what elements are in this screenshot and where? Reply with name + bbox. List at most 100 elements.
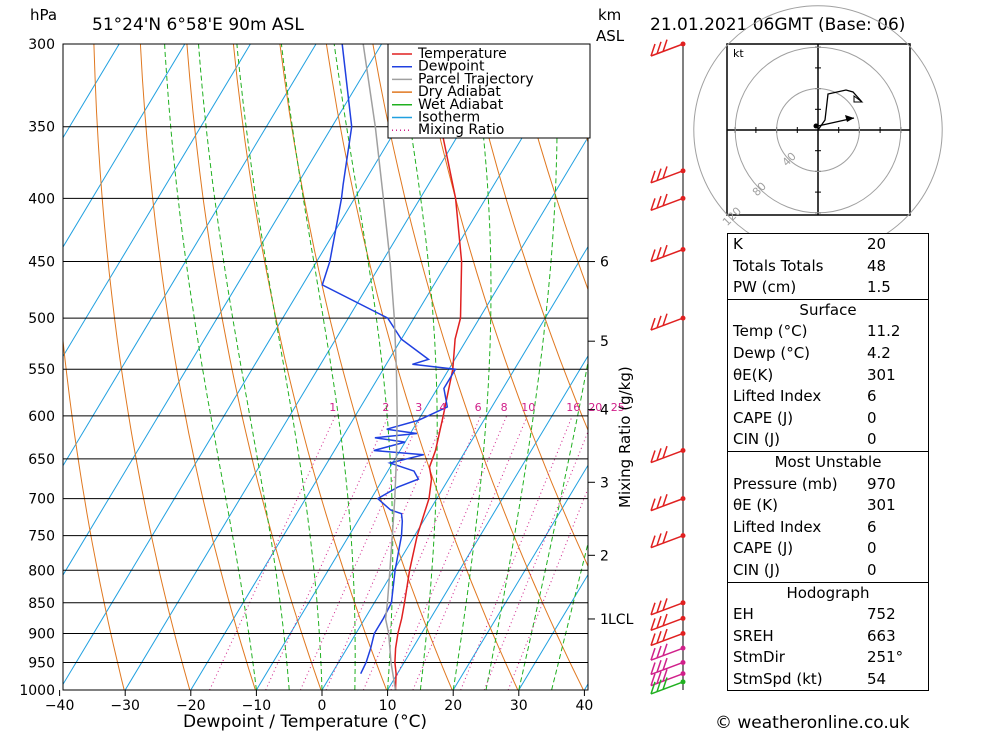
hodograph-end-marker [853, 95, 864, 103]
temperature-tick-label: 20 [444, 698, 462, 714]
index-label: CIN (J) [733, 430, 781, 449]
dewpoint-line [321, 44, 457, 675]
index-value: 6 [867, 387, 877, 406]
isotherm-line [190, 44, 579, 690]
index-value: 0 [867, 430, 877, 449]
wind-barb [650, 445, 684, 464]
pressure-tick-label: 1000 [19, 683, 55, 699]
temperature-tick-label: 10 [379, 698, 397, 714]
mixing-ratio-lines [209, 415, 588, 690]
mixing-ratio-label: 4 [439, 401, 446, 414]
pressure-tick-label: 900 [28, 626, 55, 642]
isotherm-line [63, 44, 186, 248]
index-row: CAPE (J) 0 [728, 408, 928, 430]
temperature-tick-label: −40 [45, 698, 75, 714]
legend-dewpoint-label: Dewpoint [418, 59, 485, 75]
pressure-tick-label: 450 [28, 255, 55, 271]
temperature-tick-label: −30 [110, 698, 140, 714]
mixing-ratio-label: 10 [521, 401, 535, 414]
mixing-ratio-label: 16 [566, 401, 580, 414]
dry-adiabat-line [232, 44, 388, 690]
profile-series [321, 44, 463, 690]
hodograph-ring [776, 88, 860, 172]
mixing-ratio-line [299, 415, 422, 690]
index-value: 0 [867, 539, 877, 558]
wet-adiabat-line [280, 44, 356, 690]
wet-adiabat-line [397, 44, 438, 690]
mixing-ratio-line [460, 415, 573, 690]
pressure-tick-label: 300 [28, 37, 55, 53]
pressure-tick-label: 800 [28, 563, 55, 579]
height-tick-label: 3 [600, 475, 609, 491]
isotherm-line [63, 44, 251, 358]
dry-adiabat-line [93, 44, 191, 690]
index-row: EH 752 [728, 604, 928, 626]
index-row: SREH 663 [728, 626, 928, 648]
mixing-ratio-label: 2 [382, 401, 389, 414]
temperature-tick-label: 30 [510, 698, 528, 714]
hodograph-ring [734, 46, 902, 214]
isotherm-line [452, 464, 588, 690]
wind-barb [650, 166, 684, 184]
dry-adiabat-line [418, 44, 588, 568]
temperature-tick-label: −20 [176, 698, 206, 714]
index-value: 48 [867, 256, 887, 275]
plot-frame [62, 43, 589, 691]
wind-barb [650, 313, 684, 331]
pressure-tick-label: 500 [28, 311, 55, 327]
isotherm-line [124, 44, 514, 690]
legend-temperature-label: Temperature [417, 46, 507, 62]
index-value: 11.2 [867, 322, 901, 341]
pressure-tick-label: 950 [28, 655, 55, 671]
mixing-ratio-axis-label: Mixing Ratio (g/kg) [616, 366, 634, 508]
section-title: Hodograph [728, 581, 928, 605]
section-title: Surface [728, 298, 928, 322]
location-title: 51°24'N 6°58'E 90m ASL [92, 15, 304, 35]
mixing-ratio-label: 8 [501, 401, 508, 414]
index-row: CIN (J) 0 [728, 560, 928, 582]
mixing-ratio-line [412, 415, 528, 690]
pressure-unit-label: hPa [30, 6, 57, 24]
isotherm-line [387, 355, 588, 690]
index-row: θE(K) 301 [728, 365, 928, 387]
dry-adiabat-line [511, 44, 588, 291]
isotherm-line [63, 44, 383, 576]
mixing-ratio-label: 25 [611, 401, 625, 414]
wind-barb [650, 598, 684, 616]
height-tick-label: 5 [600, 334, 609, 350]
dry-adiabat-line [325, 44, 519, 690]
index-value: 970 [867, 474, 896, 493]
index-label: PW (cm) [733, 278, 797, 297]
pressure-tick-label: 750 [28, 529, 55, 545]
wet-adiabat-line [551, 541, 588, 690]
temperature-line [394, 44, 463, 690]
height-tick-label: 1 [600, 612, 609, 628]
pressure-grid-lines [63, 44, 588, 690]
index-row: Dewp (°C) 4.2 [728, 343, 928, 365]
mixing-ratio-line [362, 415, 482, 690]
index-label: Lifted Index [733, 387, 822, 406]
x-axis-label: Dewpoint / Temperature (°C) [183, 712, 427, 732]
index-label: CAPE (J) [733, 408, 794, 427]
mixing-ratio-label: 1 [329, 401, 336, 414]
index-row: K 20 [728, 234, 928, 256]
index-label: SREH [733, 626, 774, 645]
hodograph-trace [817, 89, 863, 131]
wind-barb [650, 493, 684, 512]
index-row: PW (cm) 1.5 [728, 277, 928, 299]
temperature-tick-label: 40 [575, 698, 593, 714]
wet-adiabat-line [164, 44, 257, 690]
pressure-tick-label: 850 [28, 596, 55, 612]
index-label: Pressure (mb) [733, 474, 838, 493]
isotherm-line [63, 44, 448, 686]
index-row: θE (K) 301 [728, 495, 928, 517]
mixing-ratio-line [390, 415, 508, 690]
legend-parcel-trajectory-label: Parcel Trajectory [418, 71, 534, 87]
wind-barb [650, 193, 684, 212]
wind-barb [650, 39, 684, 57]
index-row: Lifted Index 6 [728, 386, 928, 408]
section-title: Most Unstable [728, 450, 928, 474]
index-label: Totals Totals [733, 256, 824, 275]
